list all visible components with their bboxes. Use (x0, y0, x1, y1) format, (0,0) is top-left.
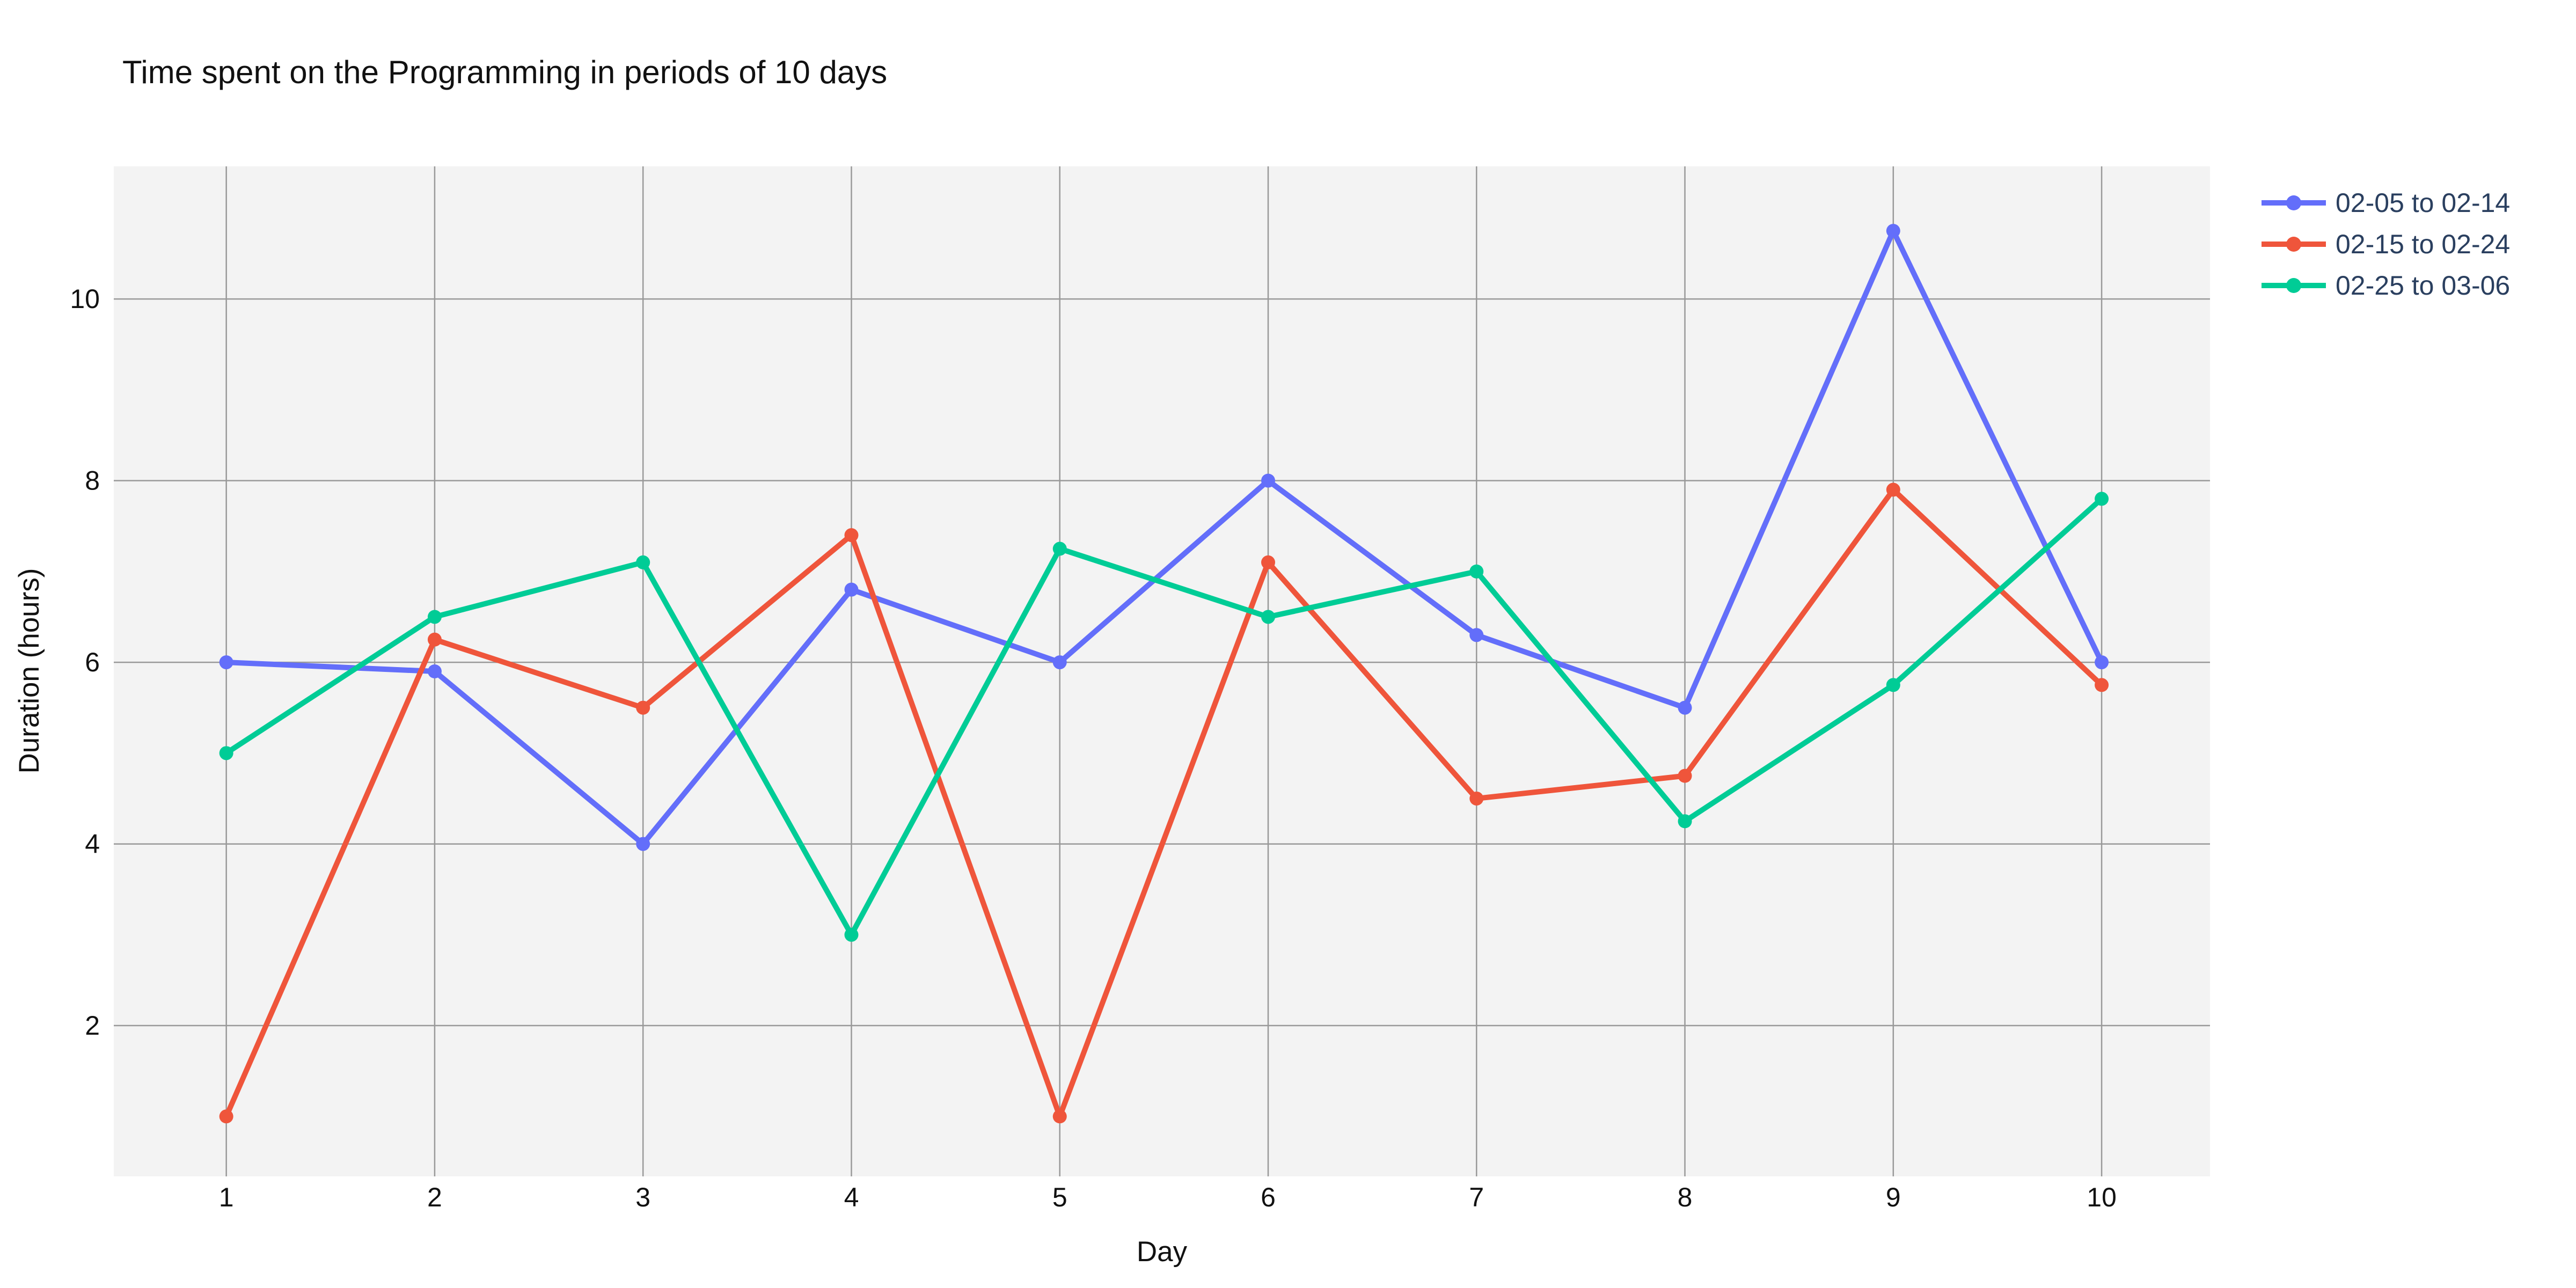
legend: 02-05 to 02-14 02-15 to 02-24 02-25 to 03-… (2262, 188, 2510, 301)
data-point-marker (219, 655, 233, 670)
data-point-marker (427, 610, 442, 624)
series-02-15 to 02-24 (219, 482, 2109, 1124)
legend-label: 02-25 to 03-06 (2336, 270, 2510, 301)
x-tick-label: 3 (635, 1182, 650, 1212)
data-point-marker (1886, 678, 1900, 692)
data-point-marker (2095, 678, 2109, 692)
series-02-25 to 03-06 (219, 492, 2109, 942)
legend-item[interactable]: 02-15 to 02-24 (2262, 229, 2510, 259)
data-point-marker (636, 555, 650, 569)
data-point-marker (2095, 655, 2109, 670)
legend-label: 02-15 to 02-24 (2336, 229, 2510, 259)
series-02-05 to 02-14 (219, 224, 2109, 851)
series-line (223, 228, 2105, 847)
x-axis-title: Day (1137, 1236, 1188, 1268)
data-point-marker (844, 582, 859, 597)
x-axis-tick-labels: 1 2 3 4 5 6 7 8 9 10 (219, 1182, 2117, 1212)
data-point-marker (1261, 555, 1276, 569)
data-point-marker (1261, 473, 1276, 488)
y-tick-label: 8 (85, 466, 100, 496)
data-point-marker (1052, 655, 1067, 670)
data-point-marker (2095, 492, 2109, 506)
y-tick-label: 10 (70, 284, 100, 314)
data-point-marker (1469, 791, 1484, 806)
x-tick-label: 8 (1678, 1182, 1693, 1212)
x-tick-label: 7 (1469, 1182, 1484, 1212)
x-tick-label: 4 (844, 1182, 859, 1212)
data-point-marker (1678, 814, 1692, 829)
data-point-marker (1678, 700, 1692, 715)
y-tick-label: 2 (85, 1011, 100, 1041)
y-tick-label: 4 (85, 829, 100, 859)
legend-item[interactable]: 02-25 to 03-06 (2262, 270, 2510, 301)
series-line (223, 487, 2105, 1119)
data-point-marker (427, 632, 442, 647)
data-point-marker (844, 927, 859, 942)
data-point-marker (1469, 564, 1484, 579)
y-axis-tick-labels: 2 4 6 8 10 (70, 284, 100, 1041)
x-tick-label: 5 (1052, 1182, 1067, 1212)
data-point-marker (1052, 541, 1067, 556)
plot-background (114, 166, 2210, 1176)
x-tick-label: 1 (219, 1182, 234, 1212)
chart-title: Time spent on the Programming in periods… (122, 54, 888, 90)
legend-marker-dot (2286, 278, 2301, 293)
data-point-marker (844, 528, 859, 543)
data-point-marker (219, 1109, 233, 1124)
data-point-marker (1261, 610, 1276, 624)
data-point-marker (1886, 224, 1900, 238)
y-axis-title: Duration (hours) (13, 568, 45, 774)
data-point-marker (427, 664, 442, 678)
data-point-marker (219, 746, 233, 760)
legend-label: 02-05 to 02-14 (2336, 188, 2510, 218)
data-point-marker (1052, 1109, 1067, 1124)
x-tick-label: 9 (1886, 1182, 1901, 1212)
legend-marker-dot (2286, 195, 2301, 210)
series-group (219, 224, 2109, 1124)
data-point-marker (636, 837, 650, 851)
series-line (223, 496, 2105, 938)
y-tick-label: 6 (85, 647, 100, 677)
data-point-marker (1469, 628, 1484, 642)
data-point-marker (636, 700, 650, 715)
x-tick-label: 6 (1261, 1182, 1276, 1212)
data-point-marker (1678, 769, 1692, 783)
x-tick-label: 10 (2087, 1182, 2117, 1212)
x-tick-label: 2 (427, 1182, 442, 1212)
legend-item[interactable]: 02-05 to 02-14 (2262, 188, 2510, 218)
legend-marker-dot (2286, 237, 2301, 252)
data-point-marker (1886, 482, 1900, 497)
